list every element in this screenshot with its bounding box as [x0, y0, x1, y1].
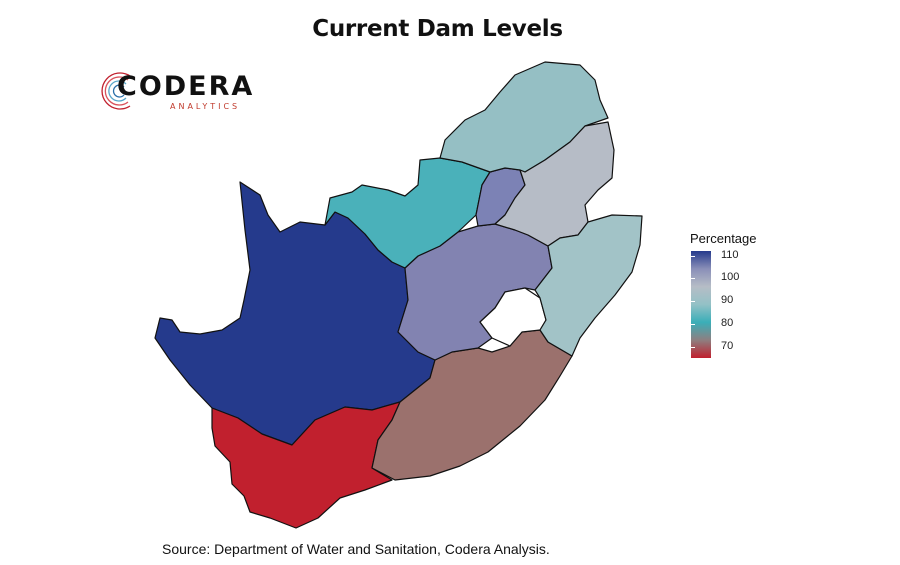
legend-tick-mark — [691, 255, 695, 257]
color-legend: Percentage 110 100 90 80 70 — [688, 231, 798, 371]
legend-tick-mark — [691, 346, 695, 348]
legend-tick-label: 90 — [721, 294, 734, 307]
map-title: Current Dam Levels — [312, 16, 563, 42]
legend-tick-mark — [691, 301, 695, 303]
region-mpumalanga — [494, 121, 615, 247]
source-caption: Source: Department of Water and Sanitati… — [162, 541, 550, 557]
legend-tick-label: 110 — [721, 248, 739, 261]
region-kwazulu-natal — [534, 214, 643, 357]
region-western-cape — [211, 401, 401, 529]
legend-tick-mark — [691, 323, 695, 325]
legend-tick-mark — [691, 278, 695, 280]
logo-subtitle: ANALYTICS — [170, 102, 241, 111]
legend-gradient-bar — [691, 251, 711, 358]
legend-title: Percentage — [690, 231, 757, 246]
region-eastern-cape — [371, 329, 573, 481]
legend-tick-label: 70 — [721, 339, 734, 352]
codera-logo: CODERA ANALYTICS — [100, 64, 260, 120]
legend-tick-label: 80 — [721, 316, 734, 329]
legend-tick-label: 100 — [721, 271, 740, 284]
fingerprint-icon — [101, 72, 131, 110]
logo-wordmark: CODERA — [117, 71, 255, 102]
